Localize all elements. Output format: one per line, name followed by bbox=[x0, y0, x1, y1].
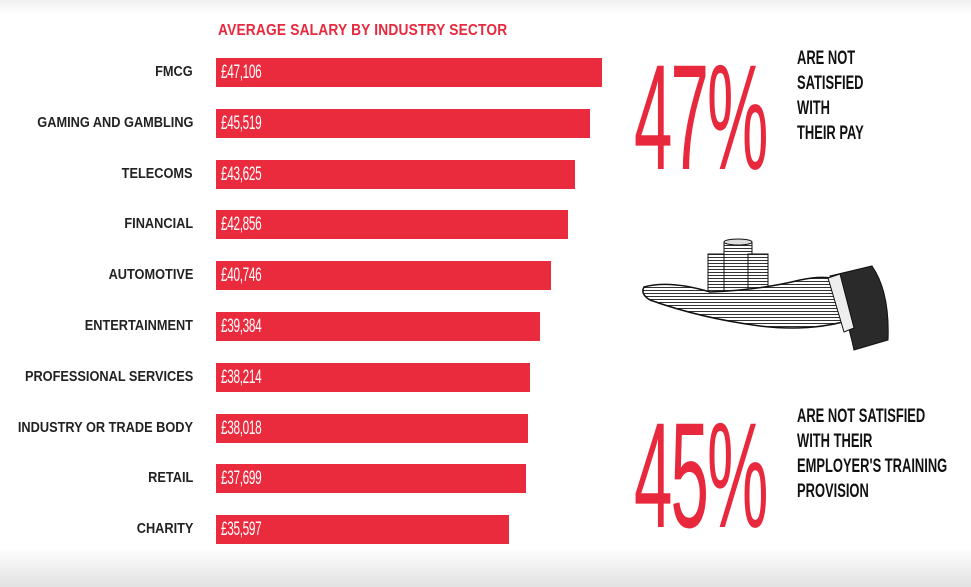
stat-line: PROVISION bbox=[797, 481, 869, 502]
stat-pay-percent: 47% bbox=[634, 33, 768, 201]
sector-label: CHARITY bbox=[136, 521, 193, 538]
sector-label: RETAIL bbox=[147, 470, 193, 487]
stat-line: WITH THEIR bbox=[797, 431, 873, 452]
bar-row: CHARITY £35,597 bbox=[0, 515, 620, 545]
salary-value: £47,106 bbox=[221, 62, 262, 83]
bar-row: PROFESSIONAL SERVICES £38,214 bbox=[0, 362, 620, 392]
sector-label: FMCG bbox=[155, 64, 193, 80]
bar-row: FMCG £47,106 bbox=[0, 58, 620, 87]
stat-line: ARE NOT bbox=[797, 48, 856, 69]
bar-row: ENTERTAINMENT £39,384 bbox=[0, 312, 620, 341]
bar-row: RETAIL £37,699 bbox=[0, 464, 620, 494]
salary-bar: £42,856 bbox=[216, 210, 568, 240]
bar-row: TELECOMS £43,625 bbox=[0, 159, 620, 189]
bar-row: GAMING AND GAMBLING £45,519 bbox=[0, 108, 620, 138]
salary-bar: £40,746 bbox=[216, 261, 551, 291]
salary-value: £37,699 bbox=[221, 468, 262, 490]
sector-label: PROFESSIONAL SERVICES bbox=[24, 368, 193, 385]
stat-line: SATISFIED bbox=[797, 73, 864, 94]
sector-label: AUTOMOTIVE bbox=[108, 267, 193, 284]
sector-label: FINANCIAL bbox=[124, 216, 193, 233]
salary-bar: £35,597 bbox=[216, 515, 509, 545]
stat-line: THEIR PAY bbox=[797, 123, 864, 144]
chart-title: AVERAGE SALARY BY INDUSTRY SECTOR bbox=[218, 22, 508, 39]
salary-value: £40,746 bbox=[221, 265, 262, 287]
salary-value: £38,214 bbox=[221, 366, 262, 388]
salary-value: £42,856 bbox=[221, 214, 262, 236]
sector-label: GAMING AND GAMBLING bbox=[36, 114, 193, 131]
bar-row: INDUSTRY OR TRADE BODY £38,018 bbox=[0, 413, 620, 443]
salary-bar: £43,625 bbox=[216, 159, 575, 189]
salary-bar: £38,214 bbox=[216, 362, 530, 392]
stat-training-text: ARE NOT SATISFIED WITH THEIR EMPLOYER'S … bbox=[797, 404, 947, 504]
salary-value: £43,625 bbox=[221, 163, 262, 185]
sector-label: ENTERTAINMENT bbox=[84, 318, 193, 334]
stat-training-percent: 45% bbox=[634, 391, 768, 559]
salary-bar: £47,106 bbox=[216, 58, 602, 87]
bar-row: AUTOMOTIVE £40,746 bbox=[0, 261, 620, 291]
salary-bar: £39,384 bbox=[216, 312, 540, 341]
salary-bar: £45,519 bbox=[216, 108, 590, 138]
stat-line: WITH bbox=[797, 98, 831, 119]
stat-line: EMPLOYER'S TRAINING bbox=[797, 456, 948, 477]
salary-value: £35,597 bbox=[221, 519, 262, 541]
salary-bar: £38,018 bbox=[216, 413, 528, 443]
salary-value: £39,384 bbox=[221, 316, 262, 337]
bar-row: FINANCIAL £42,856 bbox=[0, 210, 620, 240]
hand-holding-coins-icon bbox=[642, 238, 889, 351]
salary-value: £38,018 bbox=[221, 417, 262, 439]
salary-value: £45,519 bbox=[221, 112, 262, 134]
stat-pay-text: ARE NOT SATISFIED WITH THEIR PAY bbox=[797, 46, 864, 146]
sector-label: INDUSTRY OR TRADE BODY bbox=[17, 419, 193, 436]
sector-label: TELECOMS bbox=[122, 165, 193, 182]
stat-line: ARE NOT SATISFIED bbox=[797, 406, 926, 427]
salary-bar: £37,699 bbox=[216, 464, 526, 494]
